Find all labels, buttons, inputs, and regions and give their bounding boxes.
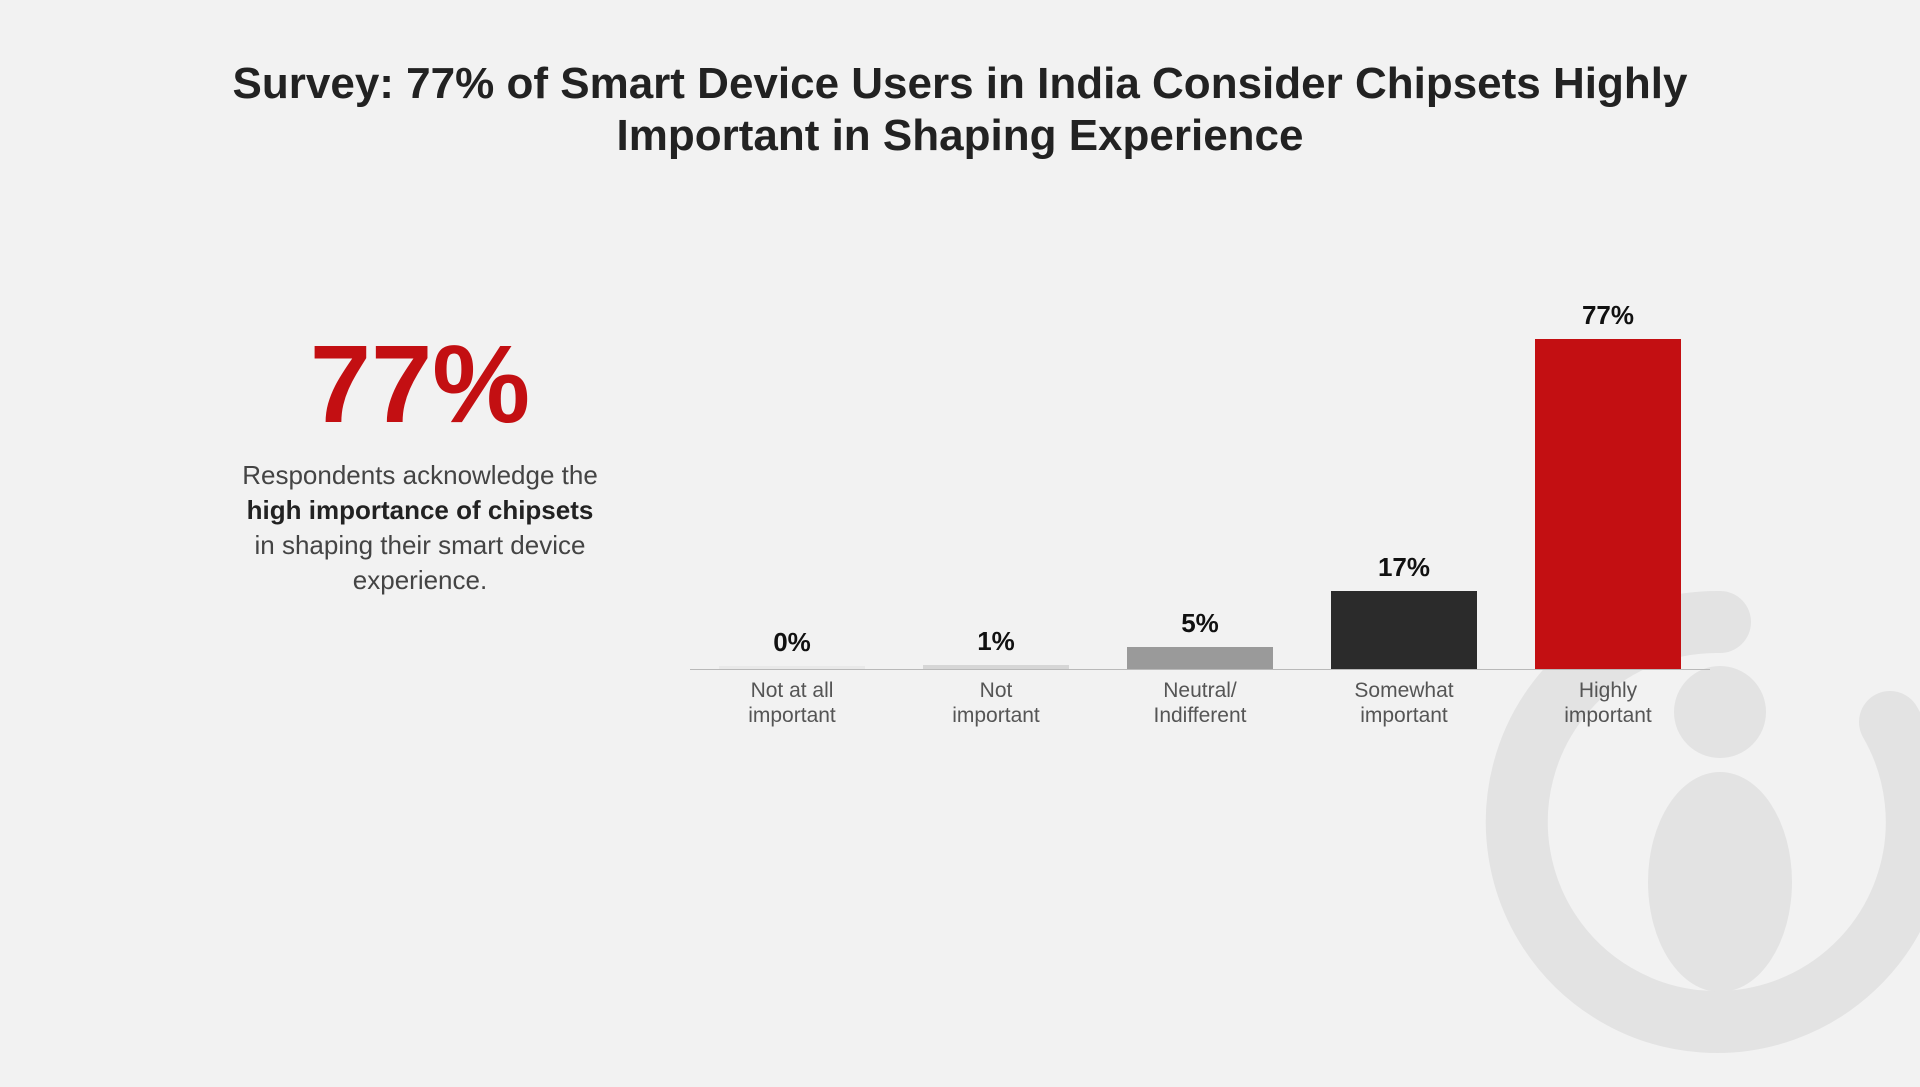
x-axis-label: Notimportant [894,670,1098,730]
headline-stat-value: 77% [240,330,600,440]
chart-bars: 0% 1% 5% 17% 77% [690,300,1710,670]
desc-post: in shaping their smart device experience… [255,530,586,595]
x-axis-labels: Not at allimportantNotimportantNeutral/I… [690,670,1710,730]
bar-col: 0% [690,300,894,670]
bar-value-label: 1% [977,626,1015,657]
x-axis-label: Somewhatimportant [1302,670,1506,730]
bar-rect [1535,339,1682,670]
bar-col: 77% [1506,300,1710,670]
page-title: Survey: 77% of Smart Device Users in Ind… [0,58,1920,162]
headline-stat: 77% Respondents acknowledge the high imp… [240,330,600,598]
bar-value-label: 17% [1378,552,1430,583]
x-axis-label: Neutral/Indifferent [1098,670,1302,730]
headline-stat-description: Respondents acknowledge the high importa… [240,458,600,598]
x-axis-label: Highlyimportant [1506,670,1710,730]
bar-col: 1% [894,300,1098,670]
importance-bar-chart: 0% 1% 5% 17% 77% Not at allimportantNotimpor… [690,300,1710,730]
bar-value-label: 0% [773,627,811,658]
bar-col: 5% [1098,300,1302,670]
bar-value-label: 77% [1582,300,1634,331]
bar-col: 17% [1302,300,1506,670]
x-axis-label: Not at allimportant [690,670,894,730]
desc-pre: Respondents acknowledge the [242,460,598,490]
bar-rect [1127,647,1274,670]
bar-value-label: 5% [1181,608,1219,639]
desc-bold: high importance of chipsets [247,495,594,525]
chart-plot-area: 0% 1% 5% 17% 77% [690,300,1710,670]
infographic-canvas: Survey: 77% of Smart Device Users in Ind… [0,0,1920,962]
bar-rect [1331,591,1478,670]
